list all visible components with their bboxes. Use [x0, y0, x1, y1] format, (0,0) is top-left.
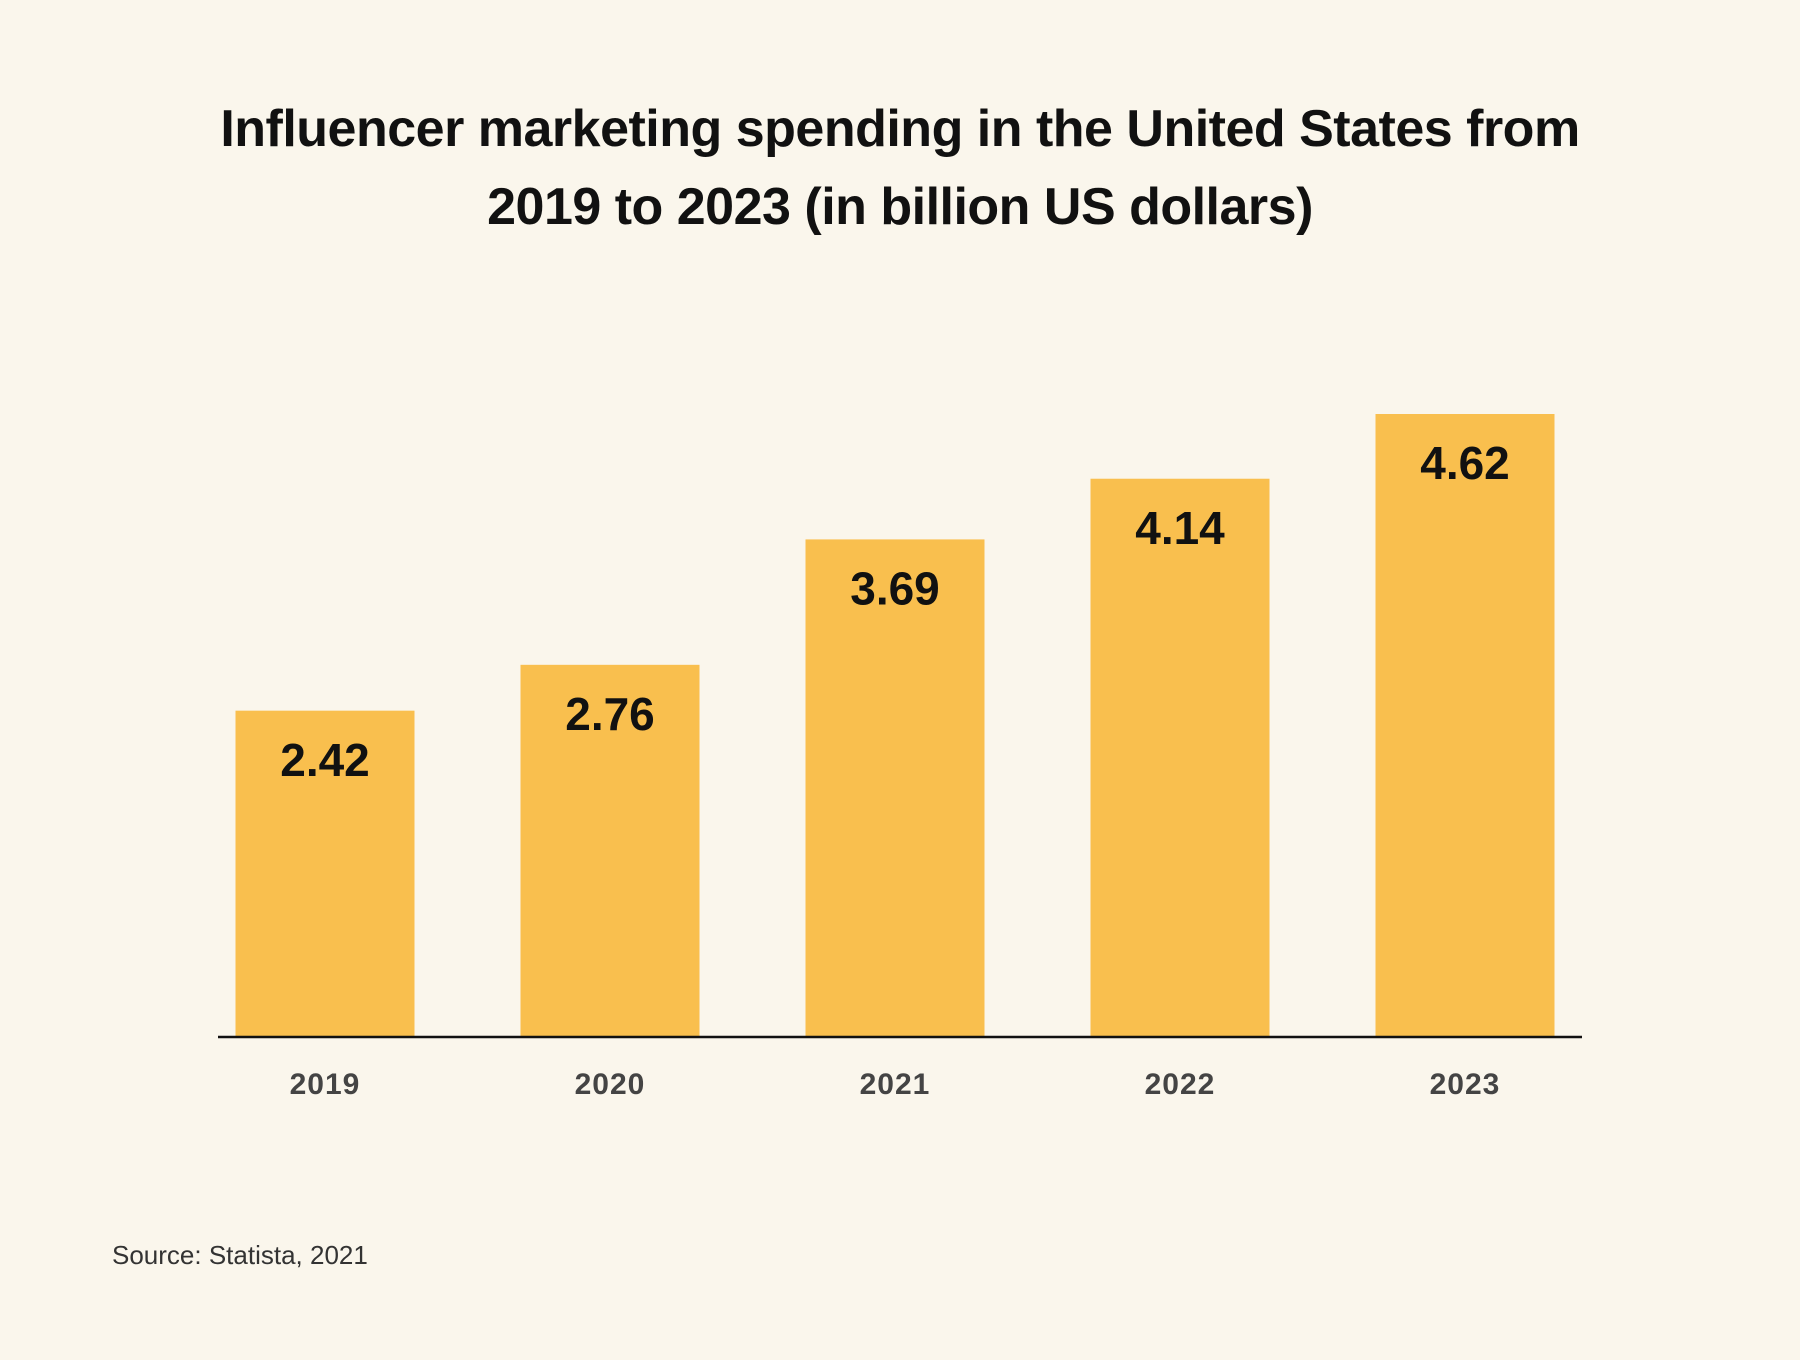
bar: [520, 664, 700, 1037]
value-label: 3.69: [850, 563, 940, 615]
x-tick-label: 2021: [860, 1068, 931, 1101]
bar: [1375, 414, 1555, 1037]
value-label: 2.42: [280, 734, 370, 786]
x-tick-label: 2023: [1430, 1068, 1501, 1101]
chart-title: Influencer marketing spending in the Uni…: [220, 100, 1580, 236]
bar: [1090, 478, 1270, 1037]
x-tick-label: 2020: [575, 1068, 646, 1101]
value-label: 4.14: [1135, 502, 1225, 554]
source-note: Source: Statista, 2021: [112, 1240, 368, 1270]
value-label: 4.62: [1420, 437, 1510, 489]
bar: [235, 710, 415, 1037]
value-label: 2.76: [565, 688, 655, 740]
bar: [805, 539, 985, 1037]
x-tick-label: 2019: [290, 1068, 361, 1101]
x-tick-label: 2022: [1145, 1068, 1216, 1101]
